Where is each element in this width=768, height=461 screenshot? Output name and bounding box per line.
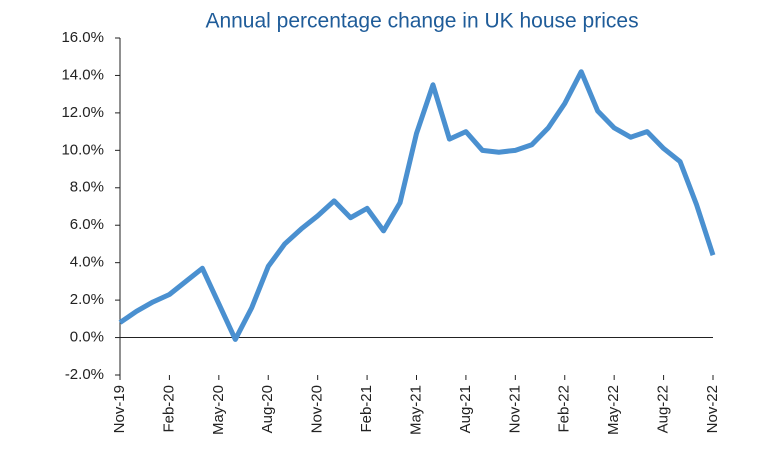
- x-tick-label: May-20: [210, 385, 227, 435]
- x-tick-label: Nov-22: [704, 385, 721, 433]
- x-tick-label: Nov-21: [506, 385, 523, 433]
- x-tick-label: Feb-21: [358, 385, 375, 433]
- y-tick-label: 6.0%: [70, 216, 104, 233]
- y-tick-label: 10.0%: [61, 141, 104, 158]
- x-tick-label: Feb-20: [160, 385, 177, 433]
- y-tick-label: 12.0%: [61, 104, 104, 121]
- x-tick-label: Nov-19: [111, 385, 128, 433]
- x-tick-label: May-21: [407, 385, 424, 435]
- y-tick-label: 14.0%: [61, 66, 104, 83]
- x-tick-label: Aug-22: [655, 385, 672, 433]
- y-tick-label: 4.0%: [70, 254, 104, 271]
- chart-title: Annual percentage change in UK house pri…: [205, 10, 638, 33]
- y-tick-label: 8.0%: [70, 179, 104, 196]
- x-tick-label: Feb-22: [556, 385, 573, 433]
- data-line: [118, 69, 716, 342]
- x-tick-label: Aug-20: [259, 385, 276, 433]
- y-tick-label: 16.0%: [61, 29, 104, 46]
- x-tick-label: Aug-21: [457, 385, 474, 433]
- y-tick-label: 0.0%: [70, 329, 104, 346]
- y-tick-label: 2.0%: [70, 291, 104, 308]
- x-tick-label: May-22: [605, 385, 622, 435]
- x-tick-label: Nov-20: [309, 385, 326, 433]
- y-tick-label: -2.0%: [65, 366, 104, 383]
